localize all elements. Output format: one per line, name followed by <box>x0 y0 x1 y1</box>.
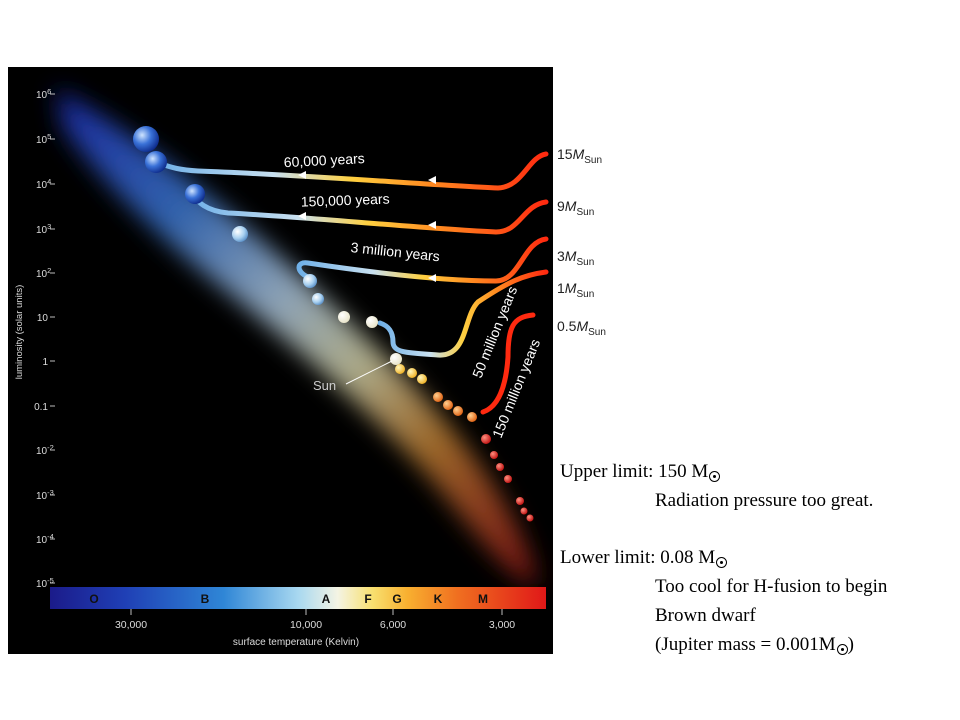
y-tick-label: 10-5 <box>36 576 54 590</box>
main-sequence-stars <box>133 126 534 522</box>
star <box>407 368 417 378</box>
sun-symbol-icon <box>709 471 721 482</box>
track-time-9: 150,000 years <box>301 191 390 210</box>
star <box>443 400 453 410</box>
star-15-msun <box>133 126 159 152</box>
lower-limit-line: Lower limit: 0.08 M <box>560 546 728 570</box>
upper-limit-text: Upper limit: 150 M <box>560 461 709 482</box>
track-1-msun <box>377 269 549 358</box>
x-tick-label: 30,000 <box>115 619 147 631</box>
star <box>520 507 528 515</box>
lower-limit-text: Lower limit: 0.08 M <box>560 547 716 568</box>
spectral-class-label: G <box>392 592 401 606</box>
star-3-msun <box>232 226 248 242</box>
jupiter-mass-line: (Jupiter mass = 0.001M) <box>655 633 854 657</box>
y-tick-label: 102 <box>36 266 51 280</box>
star-5-msun <box>185 184 205 204</box>
y-tick-label: 1 <box>42 357 48 368</box>
jupiter-mass-text: (Jupiter mass = 0.001M <box>655 634 836 655</box>
star <box>526 514 534 522</box>
y-tick-label: 106 <box>36 87 51 101</box>
x-tick-label: 6,000 <box>380 619 406 631</box>
star <box>417 374 427 384</box>
star <box>395 364 405 374</box>
lower-reason: Too cool for H-fusion to begin <box>655 576 888 597</box>
star <box>496 463 504 471</box>
y-tick-label: 103 <box>36 222 51 236</box>
track-3-msun <box>296 236 549 284</box>
jupiter-mass-close: ) <box>847 634 854 655</box>
star <box>453 406 463 416</box>
track-15-msun <box>155 151 549 191</box>
upper-limit-line: Upper limit: 150 M <box>560 460 721 484</box>
main-sequence-band <box>56 89 537 587</box>
brown-dwarf: Brown dwarf <box>655 605 756 626</box>
star <box>481 434 491 444</box>
mass-label: 0.5MSun <box>557 318 606 338</box>
y-tick-label: 10 <box>37 313 49 324</box>
star <box>504 475 512 483</box>
spectral-class-label: M <box>478 592 488 606</box>
sun-label: Sun <box>313 378 336 393</box>
y-tick-label: 0.1 <box>34 402 48 413</box>
track-time-05: 150 million years <box>489 337 543 440</box>
star-sun <box>390 353 402 365</box>
mass-label: 3MSun <box>557 248 595 268</box>
spectral-class-label: B <box>201 592 210 606</box>
star <box>490 451 498 459</box>
track-05-msun <box>480 312 536 415</box>
star <box>467 412 477 422</box>
star <box>516 497 524 505</box>
spectral-class-label: A <box>322 592 331 606</box>
track-time-15: 60,000 years <box>283 150 365 170</box>
evolutionary-tracks <box>155 151 549 415</box>
mass-label: 1MSun <box>557 280 595 300</box>
y-tick-label: 10-3 <box>36 488 54 502</box>
y-axis-title: luminosity (solar units) <box>14 285 25 380</box>
spectral-class-label: F <box>364 592 371 606</box>
star <box>303 274 317 288</box>
sun-symbol-icon <box>716 557 728 568</box>
upper-reason: Radiation pressure too great. <box>655 490 874 511</box>
star <box>312 293 324 305</box>
y-tick-label: 104 <box>36 177 51 191</box>
hr-diagram-panel: 106 105 104 103 102 10 1 0.1 10-2 10-3 10-4 10-5 lu… <box>8 67 553 654</box>
mass-label: 9MSun <box>557 198 595 218</box>
track-arrows <box>298 171 436 282</box>
x-axis-title: surface temperature (Kelvin) <box>233 637 359 648</box>
sun-symbol-icon <box>836 644 848 655</box>
y-tick-label: 105 <box>36 132 51 146</box>
track-9-msun <box>187 190 549 235</box>
spectral-class-label: O <box>89 592 98 606</box>
star-9-msun <box>145 151 167 173</box>
x-tick-label: 10,000 <box>290 619 322 631</box>
track-time-3: 3 million years <box>350 239 441 264</box>
spectral-class-bar <box>50 587 546 609</box>
mass-label: 15MSun <box>557 146 603 166</box>
star <box>433 392 443 402</box>
y-tick-label: 10-2 <box>36 443 54 457</box>
star <box>338 311 350 323</box>
x-tick-label: 3,000 <box>489 619 515 631</box>
sun-pointer-line <box>345 360 393 385</box>
y-tick-label: 10-4 <box>36 532 54 546</box>
spectral-class-label: K <box>434 592 443 606</box>
star <box>366 316 378 328</box>
